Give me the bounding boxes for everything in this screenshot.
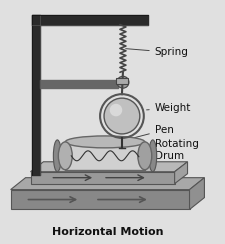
Ellipse shape xyxy=(58,142,72,170)
Polygon shape xyxy=(11,178,204,190)
FancyBboxPatch shape xyxy=(115,78,127,84)
Polygon shape xyxy=(174,162,187,184)
Text: Pen: Pen xyxy=(128,125,173,139)
Circle shape xyxy=(109,104,122,116)
Ellipse shape xyxy=(65,136,144,148)
FancyBboxPatch shape xyxy=(65,142,144,170)
Ellipse shape xyxy=(53,140,61,172)
Ellipse shape xyxy=(148,140,156,172)
Polygon shape xyxy=(189,178,204,210)
Ellipse shape xyxy=(137,142,151,170)
Text: Weight: Weight xyxy=(146,103,190,113)
Polygon shape xyxy=(30,172,174,184)
Polygon shape xyxy=(11,190,189,210)
Text: Horizontal Motion: Horizontal Motion xyxy=(52,227,163,237)
Text: Spring: Spring xyxy=(125,47,188,57)
Circle shape xyxy=(104,98,139,134)
Polygon shape xyxy=(30,162,187,172)
Text: Rotating
Drum: Rotating Drum xyxy=(148,139,198,161)
Circle shape xyxy=(117,76,128,88)
